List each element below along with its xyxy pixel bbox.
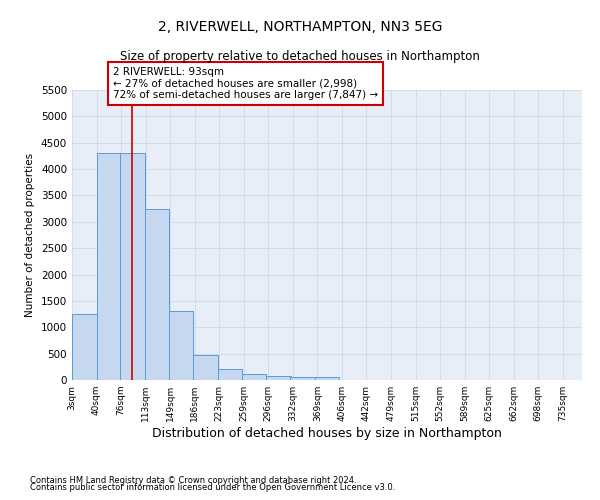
Bar: [121, 154, 145, 380]
Bar: [290, 377, 315, 380]
X-axis label: Distribution of detached houses by size in Northampton: Distribution of detached houses by size …: [152, 427, 502, 440]
Y-axis label: Number of detached properties: Number of detached properties: [25, 153, 35, 317]
Text: 2 RIVERWELL: 93sqm
← 27% of detached houses are smaller (2,998)
72% of semi-deta: 2 RIVERWELL: 93sqm ← 27% of detached hou…: [113, 67, 378, 100]
Bar: [315, 378, 339, 380]
Text: Contains public sector information licensed under the Open Government Licence v3: Contains public sector information licen…: [30, 484, 395, 492]
Bar: [169, 312, 193, 380]
Bar: [218, 370, 242, 380]
Bar: [266, 376, 291, 380]
Text: Size of property relative to detached houses in Northampton: Size of property relative to detached ho…: [120, 50, 480, 63]
Bar: [145, 208, 169, 380]
Text: 2, RIVERWELL, NORTHAMPTON, NN3 5EG: 2, RIVERWELL, NORTHAMPTON, NN3 5EG: [158, 20, 442, 34]
Bar: [193, 354, 218, 380]
Text: Contains HM Land Registry data © Crown copyright and database right 2024.: Contains HM Land Registry data © Crown c…: [30, 476, 356, 485]
Bar: [97, 154, 121, 380]
Bar: [242, 374, 266, 380]
Bar: [72, 314, 97, 380]
